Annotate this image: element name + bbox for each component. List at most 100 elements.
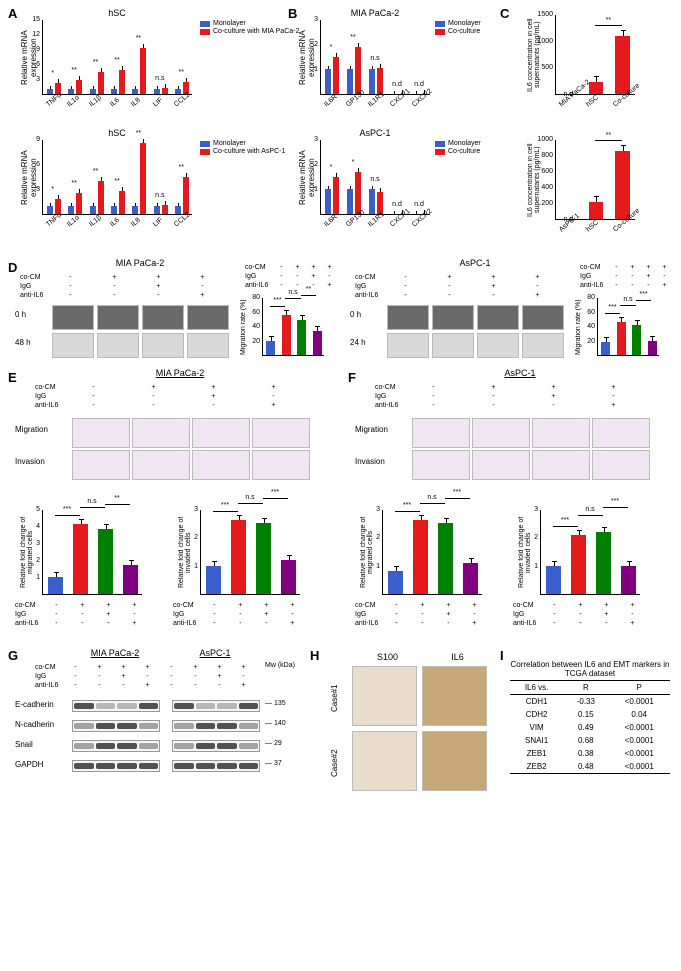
- treatment-value: -: [404, 402, 462, 409]
- y-tick: 3: [182, 506, 198, 513]
- y-tick: 3: [522, 506, 538, 513]
- treatment-value: -: [88, 682, 110, 689]
- bar-co: [162, 88, 168, 94]
- y-tick: 3: [24, 540, 40, 547]
- wound-heal-img: [142, 333, 184, 358]
- treatment-value: -: [184, 682, 206, 689]
- treatment-value: -: [472, 292, 514, 299]
- corr-cell: SNAI1: [510, 734, 563, 747]
- treatment-value: -: [410, 620, 434, 627]
- transwell-img: [192, 450, 250, 480]
- treatment-value: -: [184, 673, 206, 680]
- sig-label: n.d: [409, 201, 429, 208]
- bar-mono: [369, 189, 375, 214]
- y-tick: 40: [579, 323, 595, 330]
- sig-label: ***: [213, 502, 238, 509]
- treatment-value: +: [410, 602, 434, 609]
- treatment-value: +: [462, 602, 486, 609]
- bar-mono: [175, 89, 181, 94]
- treatment-value: -: [136, 673, 158, 680]
- treatment-table: co-CM-+++IgG--+-anti-IL6---+: [370, 382, 644, 411]
- treatment-value: -: [384, 283, 426, 290]
- bar-co: [355, 172, 361, 215]
- treatment-value: -: [524, 402, 582, 409]
- bar-mono: [154, 206, 160, 214]
- treatment-value: -: [625, 273, 639, 280]
- chart-title: hSC: [42, 8, 192, 18]
- bar: [48, 577, 63, 594]
- y-axis-label: Relative fold change of invaded cells: [518, 505, 532, 600]
- treatment-label: anti-IL6: [242, 282, 272, 289]
- treatment-label: IgG: [352, 611, 382, 618]
- sig-label: ***: [445, 489, 470, 496]
- treatment-value: +: [254, 611, 278, 618]
- x-tick: IL6: [109, 97, 121, 109]
- corr-cell: 0.38: [563, 747, 608, 760]
- chart-area: [382, 510, 482, 595]
- ihc-col-label: IL6: [425, 652, 490, 662]
- treatment-value: -: [609, 273, 623, 280]
- transwell-img: [532, 450, 590, 480]
- sig-label: **: [301, 286, 317, 293]
- bar: [231, 520, 246, 594]
- bar-mono: [325, 189, 331, 214]
- chart-area: [42, 510, 142, 595]
- treatment-value: +: [594, 611, 618, 618]
- sig-label: ***: [55, 506, 80, 513]
- treatment-value: +: [462, 620, 486, 627]
- treatment-value: +: [472, 274, 514, 281]
- treatment-value: +: [568, 602, 592, 609]
- wb-band: [172, 740, 260, 752]
- y-tick: 5: [24, 506, 40, 513]
- treatment-value: -: [464, 402, 522, 409]
- sig-label: *: [43, 186, 63, 193]
- y-tick: 3: [302, 16, 318, 23]
- y-tick: 2: [182, 534, 198, 541]
- treatment-label: co-CM: [372, 384, 402, 391]
- treatment-table: co-CM-+++IgG--+-anti-IL6---+: [15, 272, 225, 301]
- sig-label: n.d: [409, 81, 429, 88]
- bar-mono: [347, 189, 353, 214]
- treatment-value: -: [64, 682, 86, 689]
- sig-label: n.s: [285, 289, 301, 296]
- wound-heal-img: [52, 305, 94, 330]
- bar: [282, 315, 291, 355]
- legend-label: Monolayer: [213, 20, 246, 27]
- bar-co: [76, 80, 82, 95]
- transwell-img: [192, 418, 250, 448]
- treatment-label: anti-IL6: [352, 620, 382, 627]
- treatment-value: -: [228, 611, 252, 618]
- wound-heal-img: [52, 333, 94, 358]
- protein-label: GAPDH: [15, 760, 43, 769]
- treatment-value: -: [160, 664, 182, 671]
- y-tick: 6: [24, 61, 40, 68]
- treatment-value: +: [620, 620, 644, 627]
- ihc-img: [422, 666, 487, 726]
- treatment-value: +: [184, 393, 242, 400]
- y-tick: 40: [244, 323, 260, 330]
- treatment-value: +: [244, 402, 302, 409]
- corr-cell: CDH2: [510, 708, 563, 721]
- x-tick: LIF: [152, 216, 164, 228]
- y-tick: 3: [302, 136, 318, 143]
- sig-label: *: [343, 159, 363, 166]
- treatment-value: -: [160, 682, 182, 689]
- treatment-value: -: [93, 292, 135, 299]
- treatment-value: +: [181, 292, 223, 299]
- treatment-value: -: [542, 620, 566, 627]
- bar-co: [162, 205, 168, 214]
- x-tick: hSC: [585, 219, 600, 233]
- sig-label: n.d: [387, 81, 407, 88]
- sig-label: **: [105, 495, 130, 502]
- treatment-value: -: [625, 282, 639, 289]
- wound-heal-img: [522, 305, 564, 330]
- treatment-value: -: [124, 402, 182, 409]
- bar: [615, 151, 630, 219]
- corr-cell: -0.33: [563, 695, 608, 709]
- treatment-label: IgG: [510, 611, 540, 618]
- treatment-value: -: [93, 283, 135, 290]
- chart-title: AsPC-1: [320, 128, 430, 138]
- treatment-value: -: [274, 282, 288, 289]
- treatment-label: IgG: [577, 273, 607, 280]
- corr-table: IL6 vs.RPCDH1-0.33<0.0001CDH20.150.04VIM…: [510, 680, 670, 774]
